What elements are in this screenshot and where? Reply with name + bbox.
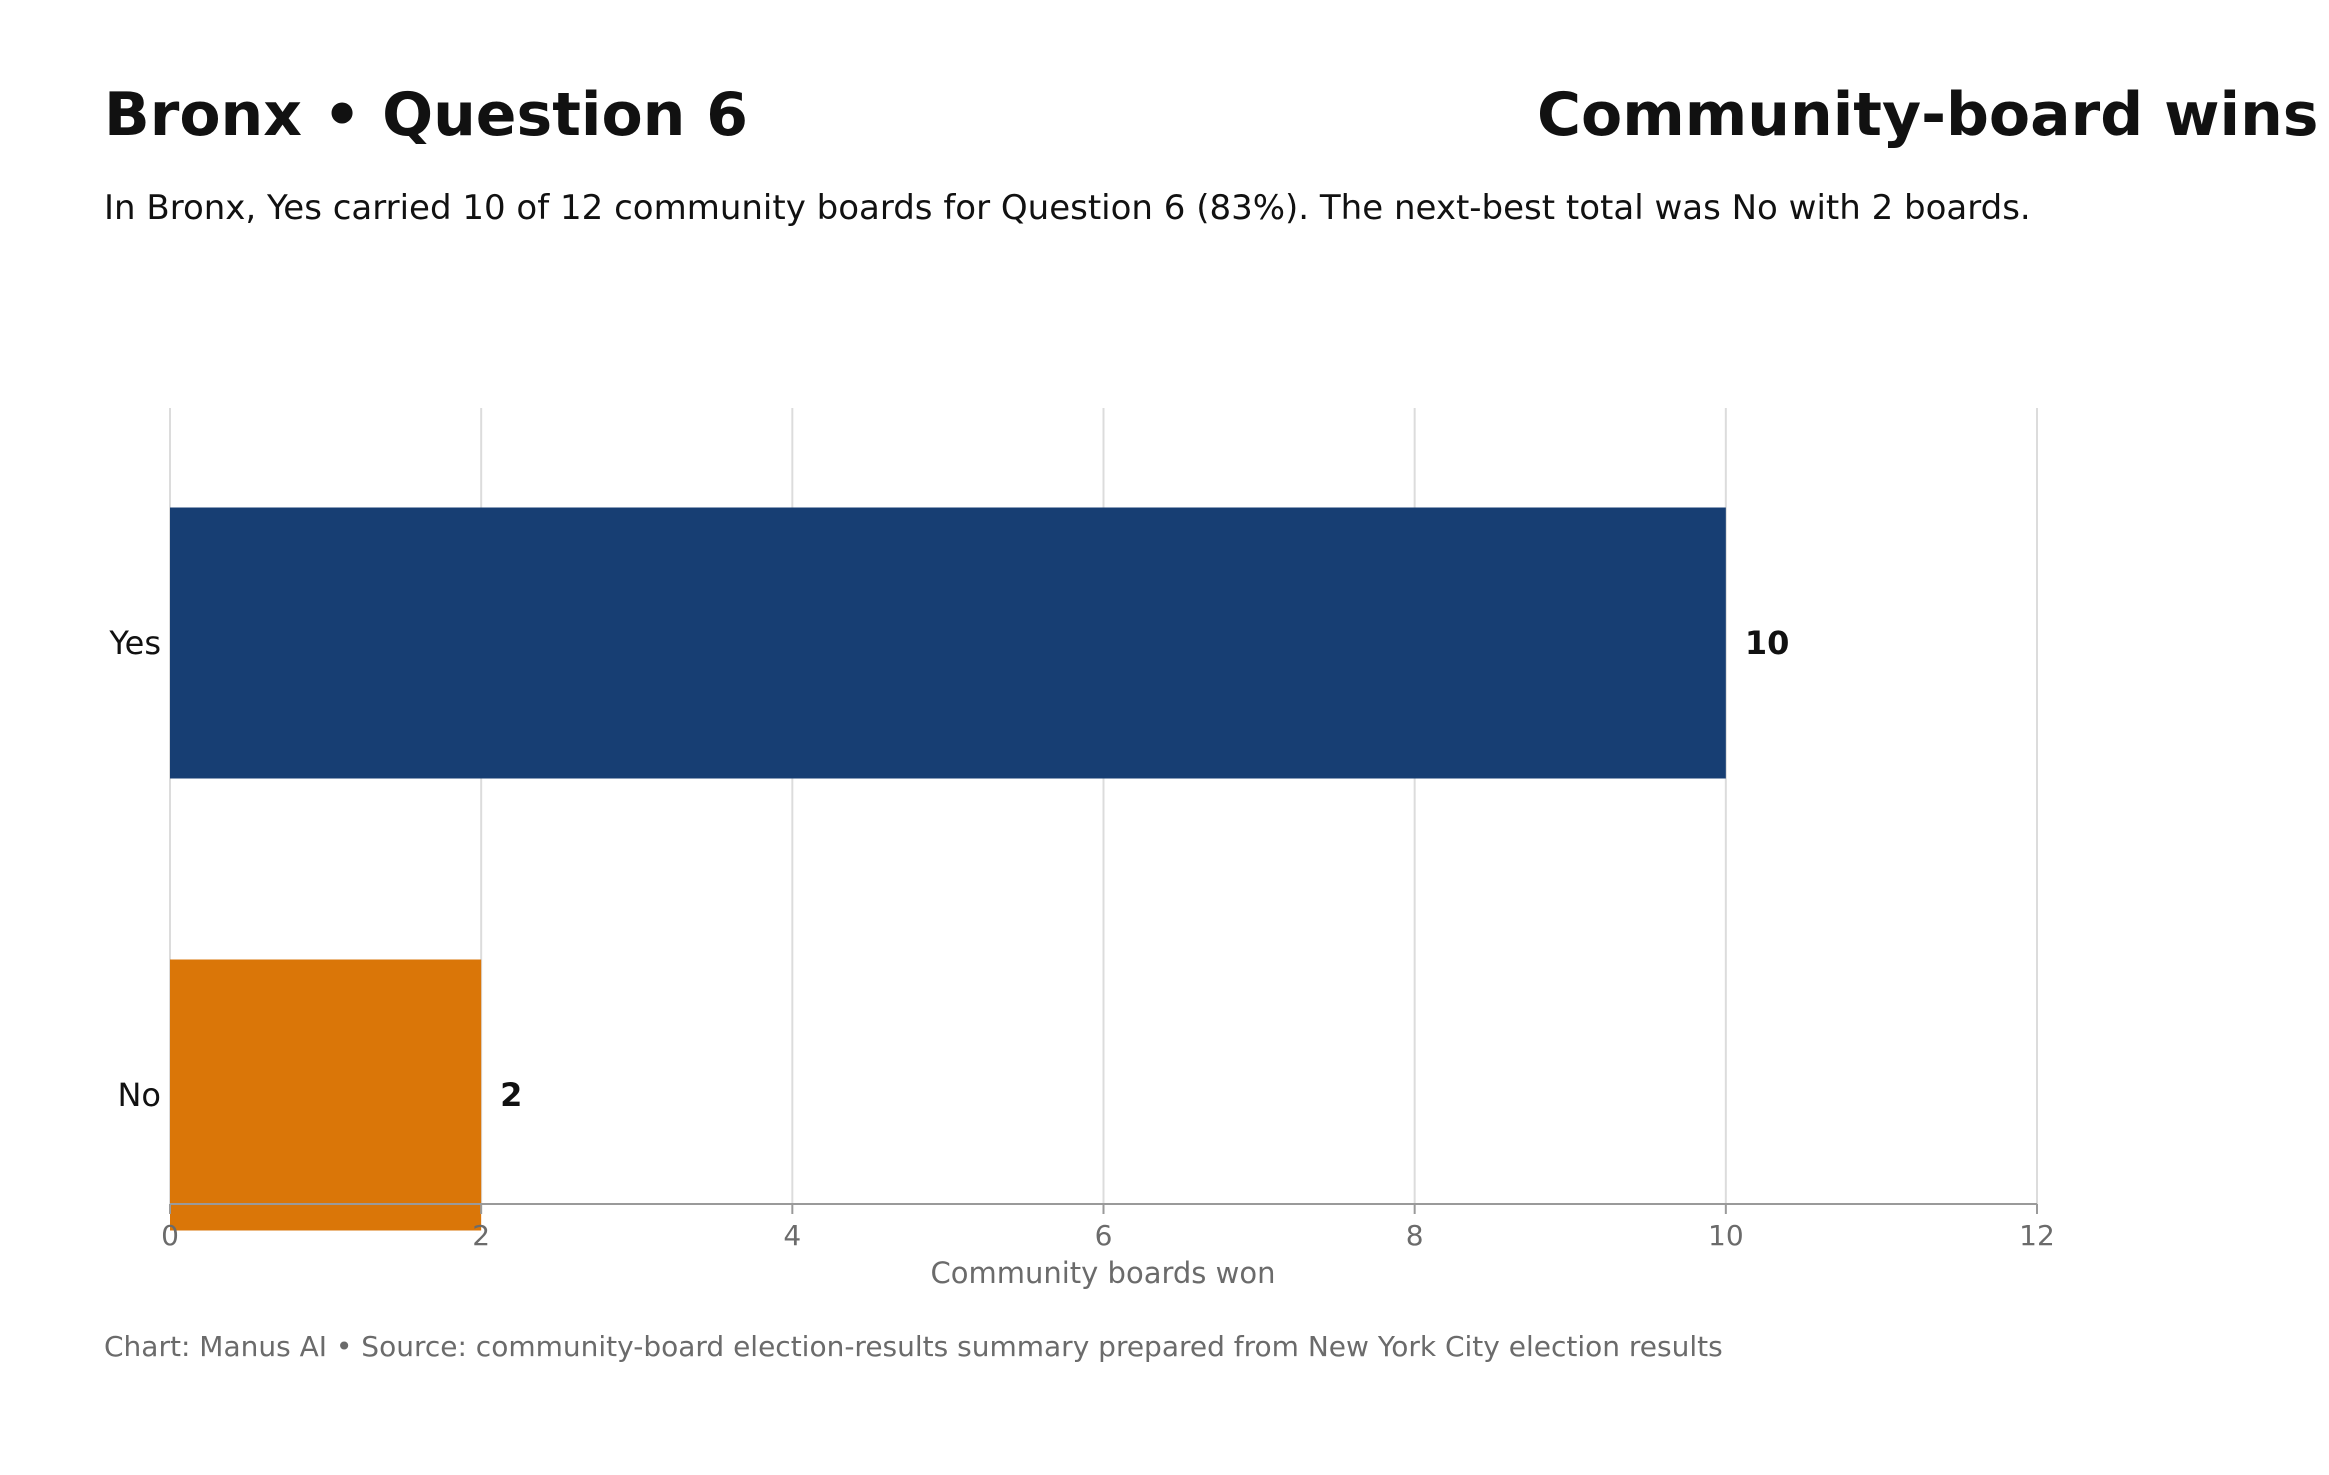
- x-axis: 0 2 4 6 8 10 12: [161, 1203, 2055, 1252]
- x-tick-label: 4: [783, 1219, 801, 1252]
- category-label: Yes: [108, 624, 161, 662]
- chart-subtitle: In Bronx, Yes carried 10 of 12 community…: [104, 188, 2031, 228]
- x-axis-label: Community boards won: [931, 1256, 1276, 1290]
- x-tick-label: 6: [1095, 1219, 1113, 1252]
- chart-title: Bronx • Question 6: [104, 80, 749, 150]
- source-note: Chart: Manus AI • Source: community-boar…: [104, 1330, 1723, 1363]
- data-label: 2: [500, 1076, 522, 1114]
- labels: Yes 10 No 2: [108, 624, 1789, 1114]
- bar-yes: [170, 507, 1726, 779]
- chart-title-right: Community-board wins: [1537, 80, 2319, 150]
- x-tick-label: 10: [1708, 1219, 1744, 1252]
- x-tick-label: 12: [2019, 1219, 2055, 1252]
- bars: [170, 507, 1726, 1231]
- category-label: No: [117, 1076, 161, 1114]
- data-label: 10: [1745, 624, 1790, 662]
- bar-no: [170, 959, 482, 1231]
- x-tick-label: 0: [161, 1219, 179, 1252]
- x-tick-label: 2: [472, 1219, 490, 1252]
- x-tick-label: 8: [1406, 1219, 1424, 1252]
